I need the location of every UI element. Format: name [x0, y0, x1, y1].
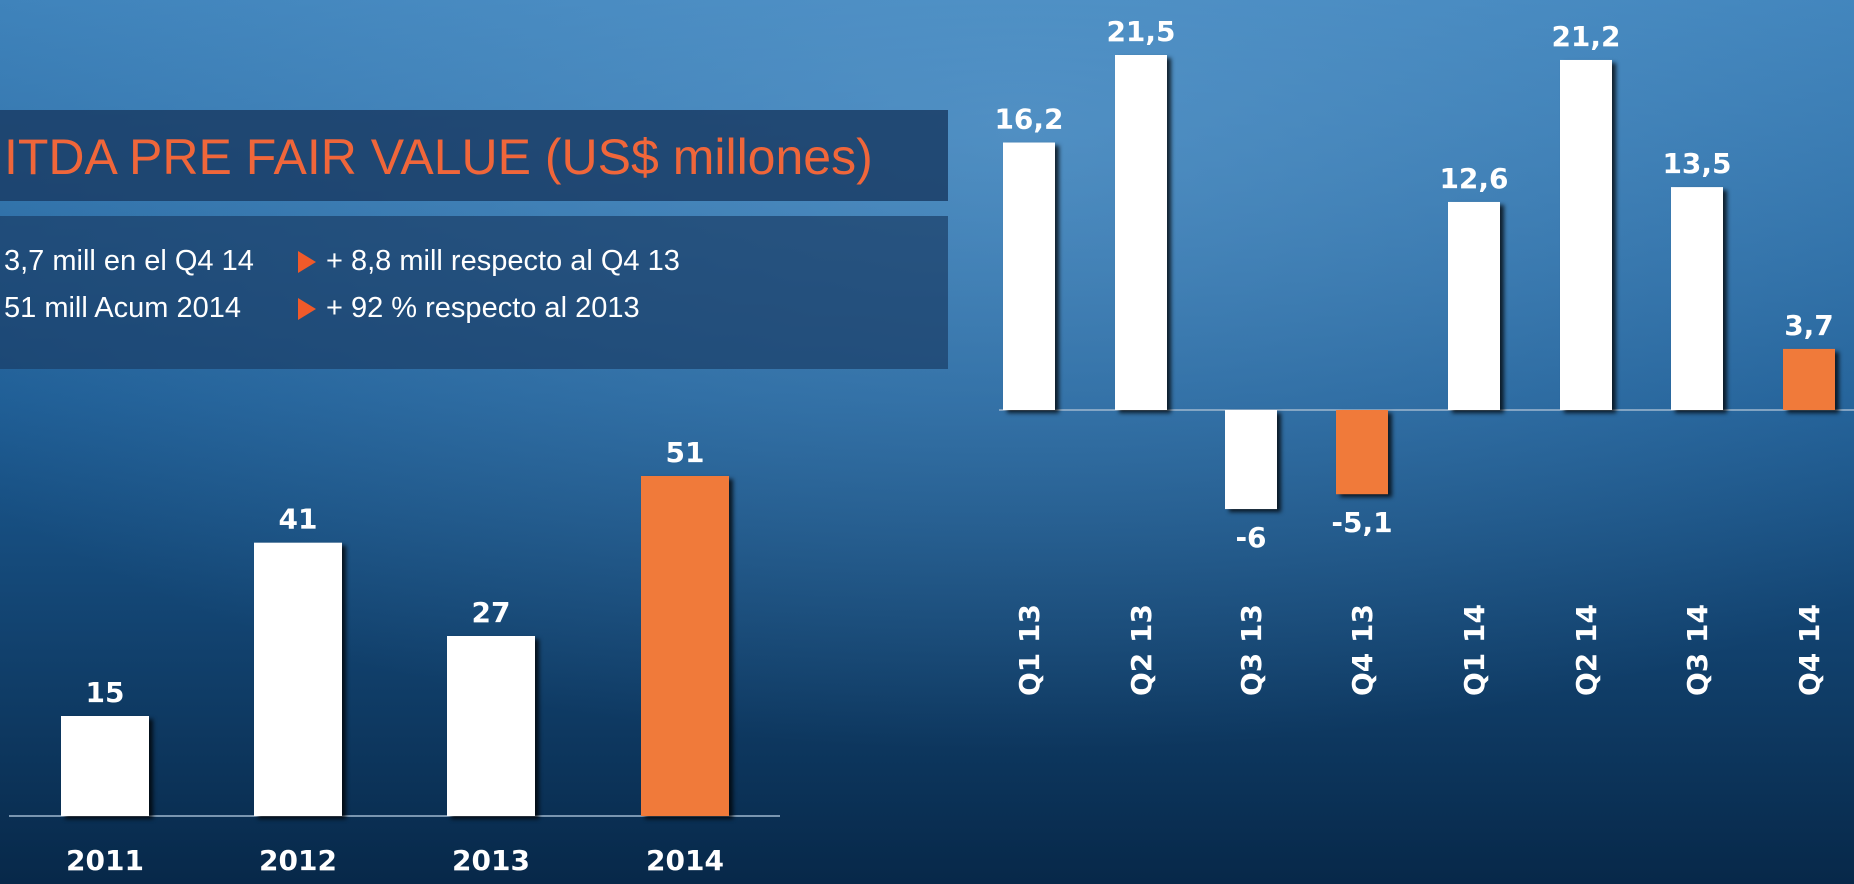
bar	[1560, 60, 1612, 410]
data-label: -6	[1235, 521, 1266, 554]
x-tick-label: Q1 13	[1013, 604, 1046, 696]
x-tick-label: Q2 13	[1125, 604, 1158, 696]
data-label: -5,1	[1331, 506, 1392, 539]
data-label: 12,6	[1439, 162, 1508, 195]
x-tick-label: Q3 14	[1681, 604, 1714, 696]
bar	[1336, 410, 1388, 494]
bar	[1448, 202, 1500, 410]
note-left: 51 mill Acum 2014	[4, 292, 241, 324]
data-label: 16,2	[994, 103, 1063, 136]
slide: ITDA PRE FAIR VALUE (US$ millones) 3,7 m…	[0, 0, 1854, 884]
data-label: 3,7	[1784, 309, 1834, 342]
bar	[254, 543, 342, 816]
bar	[1115, 55, 1167, 410]
title: ITDA PRE FAIR VALUE (US$ millones)	[4, 129, 873, 185]
bar	[1225, 410, 1277, 509]
note-right: + 8,8 mill respecto al Q4 13	[326, 245, 680, 277]
bar	[1783, 349, 1835, 410]
data-label: 15	[86, 676, 125, 709]
data-label: 21,5	[1106, 15, 1175, 48]
data-label: 13,5	[1662, 147, 1731, 180]
bar	[1671, 187, 1723, 410]
x-tick-label: 2013	[452, 844, 530, 877]
x-tick-label: Q2 14	[1570, 604, 1603, 696]
note-right: + 92 % respecto al 2013	[326, 292, 640, 324]
x-tick-label: 2011	[66, 844, 144, 877]
x-tick-label: Q1 14	[1458, 604, 1491, 696]
data-label: 41	[279, 503, 318, 536]
data-label: 21,2	[1551, 20, 1620, 53]
bar	[61, 716, 149, 816]
note-left: 3,7 mill en el Q4 14	[4, 245, 254, 277]
bar	[447, 636, 535, 816]
x-tick-label: 2012	[259, 844, 337, 877]
x-tick-label: Q4 14	[1793, 604, 1826, 696]
x-tick-label: Q3 13	[1235, 604, 1268, 696]
x-tick-label: Q4 13	[1346, 604, 1379, 696]
data-label: 51	[666, 436, 705, 469]
data-label: 27	[472, 596, 511, 629]
bar	[641, 476, 729, 816]
bar	[1003, 143, 1055, 410]
x-tick-label: 2014	[646, 844, 724, 877]
